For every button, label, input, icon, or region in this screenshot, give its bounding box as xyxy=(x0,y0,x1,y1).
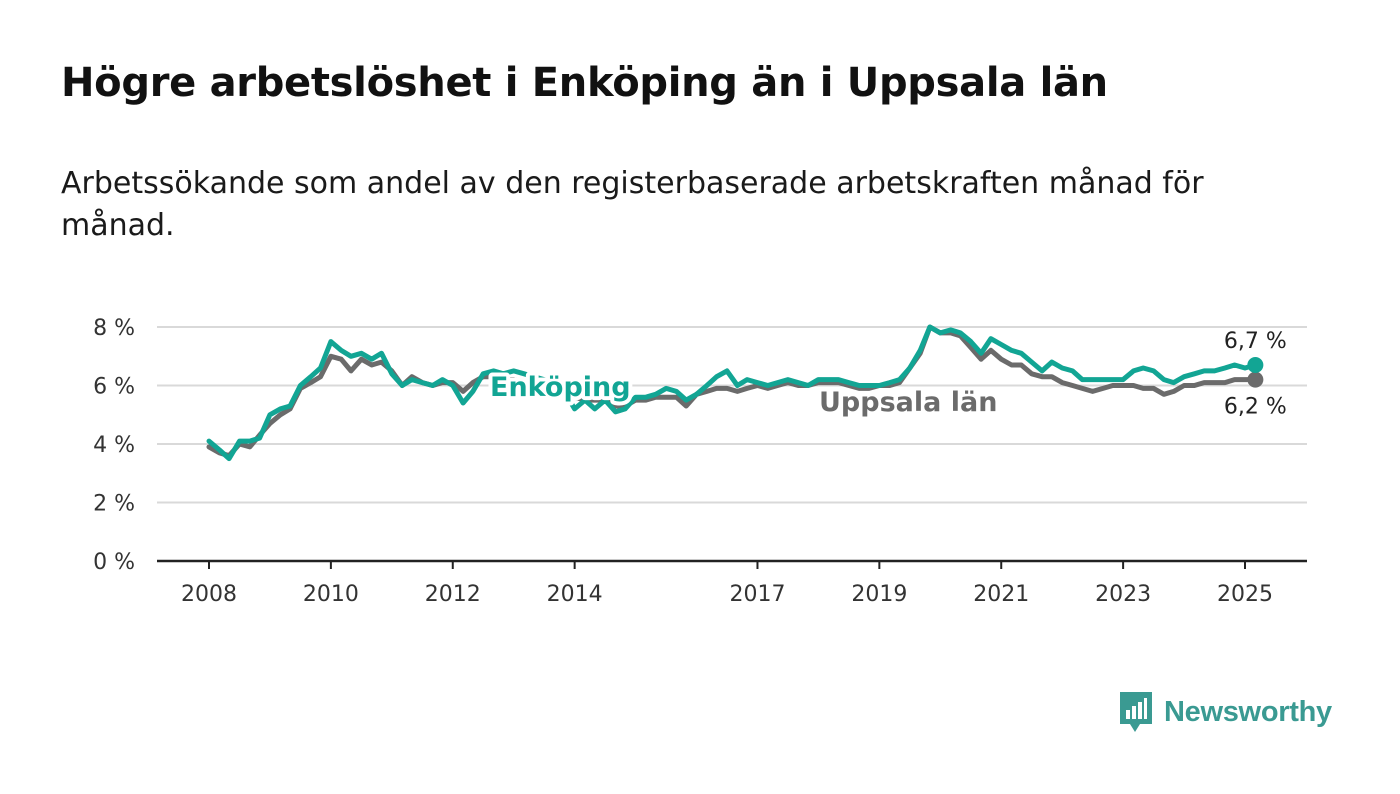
brand-name: Newsworthy xyxy=(1164,695,1332,728)
y-tick-label: 8 % xyxy=(93,316,135,341)
x-tick-label: 2014 xyxy=(547,582,603,607)
y-tick-label: 0 % xyxy=(93,550,135,575)
chart-title: Högre arbetslöshet i Enköping än i Uppsa… xyxy=(61,60,1108,106)
x-tick-label: 2025 xyxy=(1217,582,1273,607)
enkoping-line xyxy=(206,324,1258,462)
y-tick-label: 6 % xyxy=(93,375,135,400)
x-tick-label: 2021 xyxy=(973,582,1029,607)
series-lines xyxy=(206,324,1264,462)
x-tick-label: 2012 xyxy=(425,582,481,607)
uppsala-end-value: 6,2 % xyxy=(1224,395,1287,420)
enkoping-end-dot xyxy=(1247,357,1264,374)
x-axis-ticks: 2008 2010 2012 2014 2017 2019 2021 2023 2025 xyxy=(181,561,1273,607)
enkoping-end-value: 6,7 % xyxy=(1224,329,1287,354)
x-tick-label: 2017 xyxy=(729,582,785,607)
x-tick-label: 2008 xyxy=(181,582,237,607)
uppsala-series-label: Uppsala län xyxy=(819,387,997,418)
series-labels: Enköping Uppsala län 6,7 % 6,2 % xyxy=(486,329,1287,422)
x-tick-label: 2019 xyxy=(851,582,907,607)
enkoping-series-label: Enköping xyxy=(490,372,631,403)
newsworthy-brand: Newsworthy xyxy=(1118,690,1332,734)
x-tick-label: 2010 xyxy=(303,582,359,607)
uppsala-end-dot xyxy=(1247,371,1264,388)
chart-subtitle: Arbetssökande som andel av den registerb… xyxy=(61,166,1204,243)
uppsala-line xyxy=(206,324,1258,459)
y-tick-label: 4 % xyxy=(93,433,135,458)
y-tick-label: 2 % xyxy=(93,492,135,517)
y-axis-ticks: 0 % 2 % 4 % 6 % 8 % xyxy=(93,316,135,575)
x-tick-label: 2023 xyxy=(1095,582,1151,607)
newsworthy-logo-icon xyxy=(1120,692,1152,732)
